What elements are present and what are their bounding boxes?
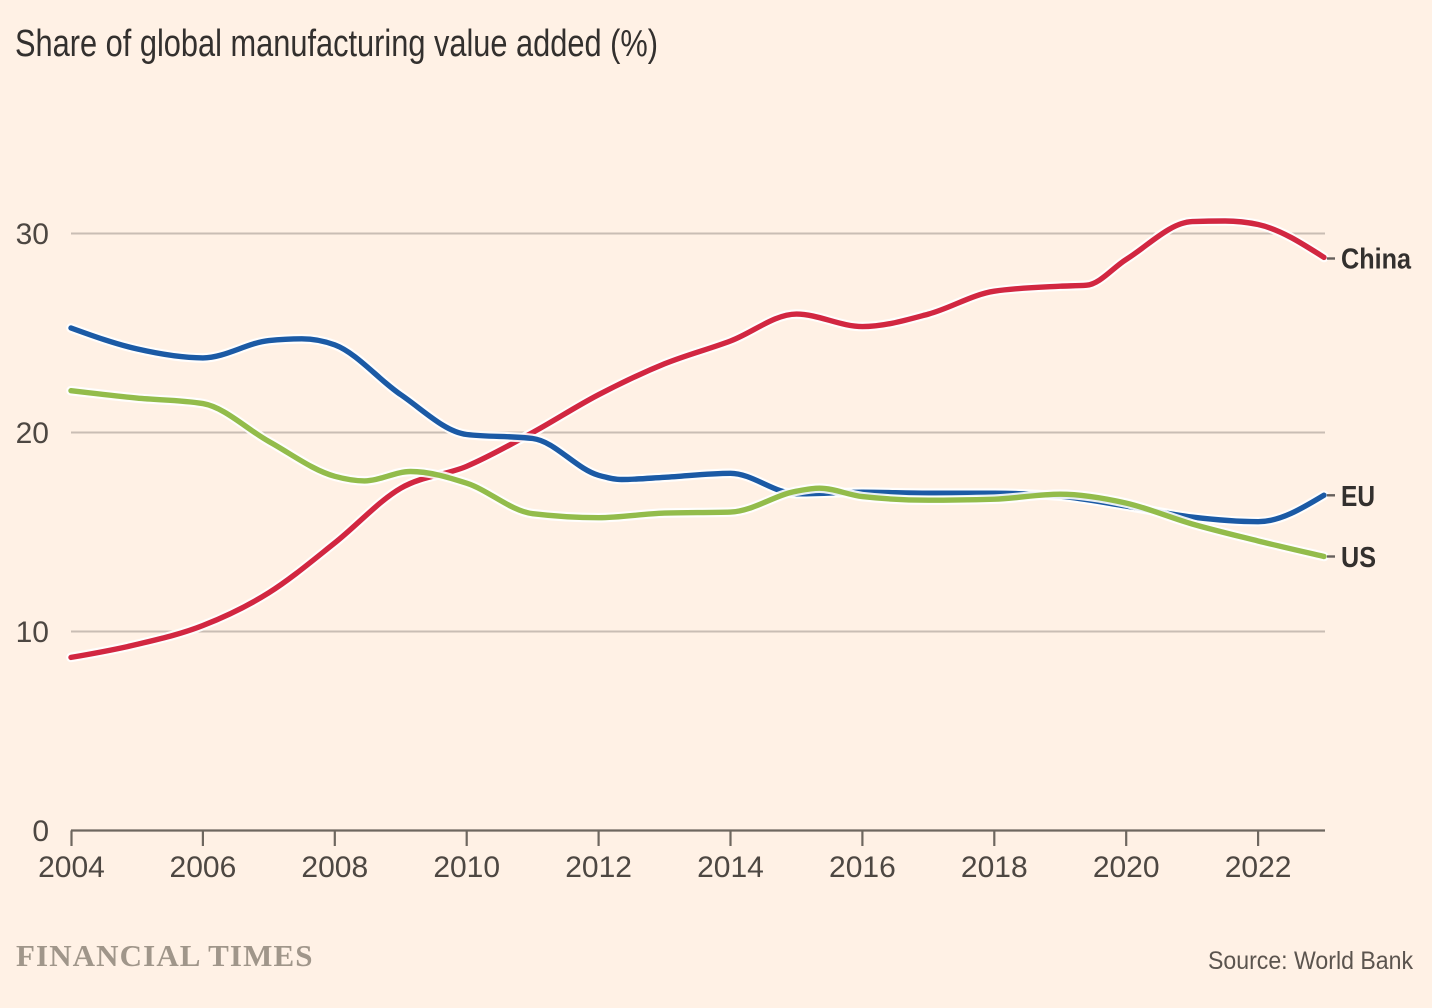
svg-text:2008: 2008 <box>301 851 368 884</box>
svg-text:2020: 2020 <box>1093 851 1160 884</box>
svg-text:US: US <box>1341 542 1376 574</box>
svg-text:EU: EU <box>1341 481 1375 513</box>
svg-text:2018: 2018 <box>961 851 1028 884</box>
svg-text:2014: 2014 <box>697 851 764 884</box>
svg-text:Share of global manufacturing: Share of global manufacturing value adde… <box>15 23 658 65</box>
svg-text:20: 20 <box>16 417 49 450</box>
svg-text:2006: 2006 <box>170 851 237 884</box>
svg-text:2016: 2016 <box>829 851 896 884</box>
svg-text:2012: 2012 <box>565 851 632 884</box>
svg-text:10: 10 <box>16 616 49 649</box>
svg-text:2022: 2022 <box>1225 851 1292 884</box>
svg-text:2004: 2004 <box>38 851 105 884</box>
svg-text:2010: 2010 <box>433 851 500 884</box>
svg-text:China: China <box>1341 244 1412 276</box>
svg-text:Source: World Bank: Source: World Bank <box>1208 947 1413 975</box>
svg-text:30: 30 <box>16 218 49 251</box>
svg-text:0: 0 <box>32 815 49 848</box>
svg-text:FINANCIAL TIMES: FINANCIAL TIMES <box>16 938 314 973</box>
